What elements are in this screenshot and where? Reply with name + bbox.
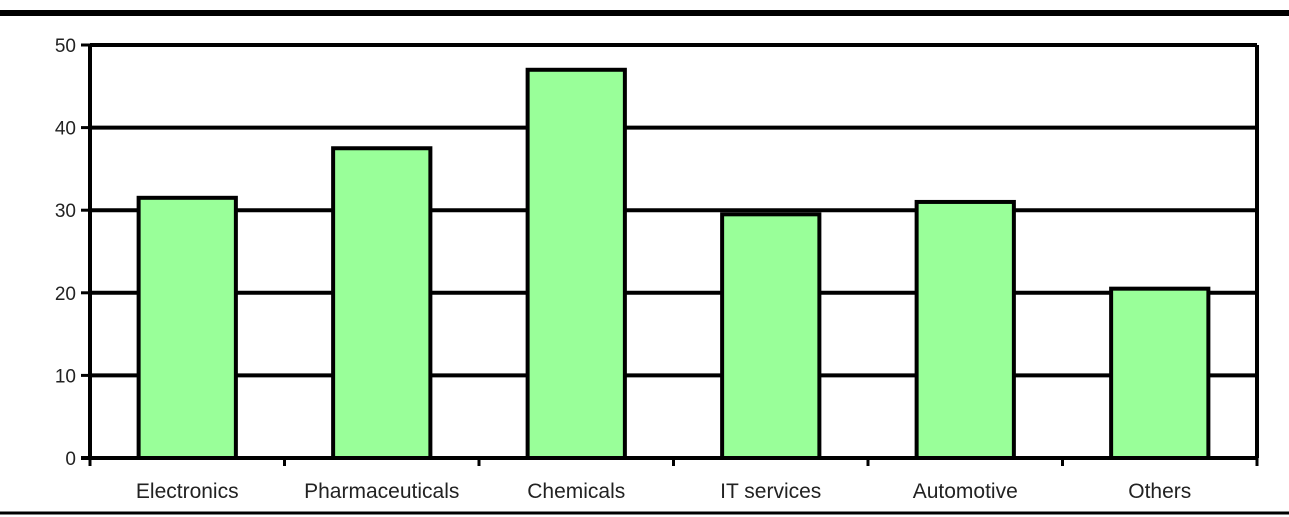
x-tick-label: Pharmaceuticals bbox=[304, 480, 459, 503]
x-tick-label: Chemicals bbox=[527, 480, 625, 503]
y-tick-label: 30 bbox=[55, 201, 76, 222]
x-tick-label: Automotive bbox=[913, 480, 1018, 503]
y-tick-label: 50 bbox=[55, 36, 76, 57]
y-tick-labels: 0 10 20 30 40 50 bbox=[55, 36, 76, 470]
x-tick-label: Electronics bbox=[136, 480, 239, 503]
y-tick-label: 0 bbox=[65, 449, 76, 470]
x-tick-label: IT services bbox=[720, 480, 821, 503]
x-tick-label: Others bbox=[1128, 480, 1191, 503]
y-tick-label: 20 bbox=[55, 284, 76, 305]
bar-chemicals bbox=[525, 67, 627, 460]
bar-electronics bbox=[136, 195, 238, 460]
gridlines bbox=[90, 43, 1257, 378]
bars bbox=[136, 67, 1211, 461]
bar-automotive bbox=[914, 199, 1016, 460]
axes bbox=[81, 43, 1259, 466]
x-tick-labels: Electronics Pharmaceuticals Chemicals IT se… bbox=[136, 480, 1191, 503]
bar-others bbox=[1109, 286, 1211, 461]
y-tick-label: 40 bbox=[55, 119, 76, 140]
bar-it-services bbox=[720, 212, 822, 460]
bar-pharmaceuticals bbox=[331, 146, 433, 460]
y-tick-label: 10 bbox=[55, 366, 76, 387]
